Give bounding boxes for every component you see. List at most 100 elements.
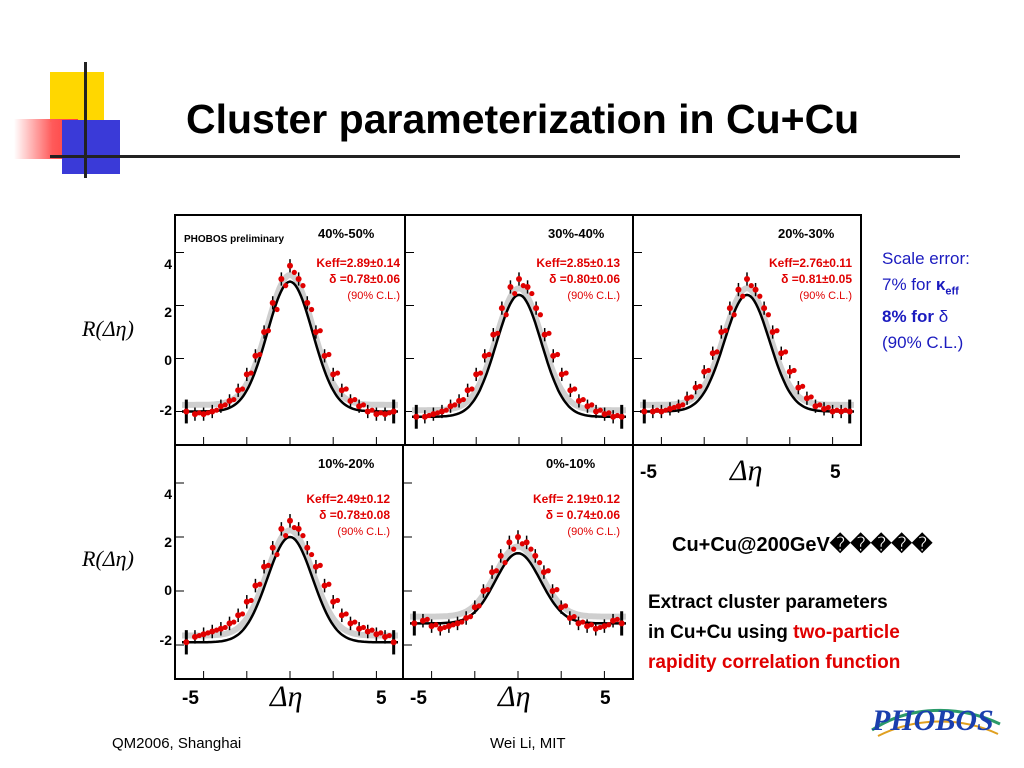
data-point [748, 283, 754, 289]
data-point [196, 632, 202, 639]
data-point [757, 293, 763, 299]
y-tick-label: 0 [164, 352, 172, 368]
fit-curve [412, 293, 626, 419]
fit-delta: δ =0.78±0.06 [329, 272, 400, 286]
data-point [200, 411, 207, 418]
data-point [265, 562, 271, 568]
data-point [562, 603, 569, 609]
data-point [239, 386, 246, 392]
scale-line-1: Scale error: [882, 249, 970, 268]
y-tick-label: -2 [159, 632, 172, 648]
data-point [803, 395, 810, 402]
data-point [330, 598, 337, 605]
data-point [378, 410, 384, 416]
x-axis-label: Δη [730, 454, 763, 487]
plot-panel-10-20 [174, 444, 406, 680]
fit-keff: Keff=2.76±0.11 [769, 256, 852, 270]
data-point [317, 562, 323, 568]
data-point [567, 387, 574, 394]
data-point [701, 368, 708, 375]
data-point [295, 276, 302, 282]
y-tick-label: 0 [164, 582, 172, 598]
data-point [480, 588, 487, 594]
data-point [261, 563, 268, 570]
data-point [684, 395, 691, 402]
data-point [338, 387, 345, 394]
data-point [546, 330, 552, 336]
data-point [593, 408, 600, 415]
fit-cl: (90% C.L.) [337, 526, 390, 538]
data-point [231, 396, 237, 403]
data-point [441, 624, 448, 631]
data-point [528, 546, 534, 552]
x-tick-label: 5 [376, 688, 387, 709]
data-point [606, 410, 612, 416]
data-point [235, 612, 242, 619]
data-point [761, 305, 768, 312]
systematic-band [412, 285, 626, 414]
data-point [291, 524, 297, 531]
extract-line-3: rapidity correlation function [648, 652, 901, 673]
data-point [191, 411, 198, 418]
data-point [503, 312, 509, 318]
fit-keff: Keff=2.85±0.13 [536, 256, 620, 270]
data-point [592, 625, 599, 632]
data-point [545, 568, 551, 574]
data-point [257, 351, 263, 358]
data-point [467, 614, 474, 620]
data-point [471, 604, 478, 611]
data-point [680, 402, 686, 408]
data-point [485, 587, 491, 593]
y-axis-label: R(Δη) [82, 546, 134, 571]
x-tick-label: 5 [830, 462, 841, 483]
data-point [334, 370, 341, 376]
data-point [469, 386, 475, 392]
plot-panel-30-40 [404, 214, 634, 446]
data-point [334, 597, 341, 604]
data-point [735, 286, 742, 293]
data-point [205, 410, 211, 416]
fit-cl: (90% C.L.) [567, 290, 620, 302]
data-point [356, 625, 363, 632]
data-point [489, 569, 496, 576]
x-tick-label: -5 [410, 688, 427, 709]
data-point [390, 639, 397, 646]
data-point [261, 329, 268, 335]
y-tick-label: 4 [164, 256, 172, 272]
data-point [330, 371, 337, 378]
x-axis-label: Δη [498, 680, 531, 713]
fit-cl: (90% C.L.) [799, 290, 852, 302]
data-point [649, 408, 656, 415]
data-point [428, 623, 435, 630]
data-point [532, 552, 539, 559]
data-point [558, 604, 565, 611]
data-point [209, 628, 216, 635]
data-point [226, 620, 233, 627]
data-point [235, 387, 242, 394]
data-point [808, 394, 814, 400]
fit-delta: δ =0.81±0.05 [781, 272, 852, 286]
data-point [688, 394, 694, 400]
data-point [572, 386, 578, 392]
data-point [309, 551, 315, 558]
data-point [419, 617, 426, 624]
data-point [554, 351, 561, 358]
data-point [343, 611, 349, 617]
fit-curve [410, 551, 626, 625]
data-point [421, 413, 428, 420]
data-point [205, 630, 211, 636]
data-point [454, 620, 461, 627]
fit-keff: Keff= 2.19±0.12 [533, 492, 620, 506]
data-point [506, 539, 513, 546]
data-point [304, 544, 311, 551]
plot-area [406, 252, 626, 444]
data-point [838, 408, 845, 415]
data-point [529, 290, 535, 297]
data-point [352, 396, 358, 403]
scale-line-4: (90% C.L.) [882, 333, 964, 353]
data-point [459, 619, 465, 625]
data-point [549, 588, 556, 594]
data-point [817, 402, 823, 408]
data-point [588, 622, 595, 628]
footer-author: Wei Li, MIT [490, 735, 566, 752]
